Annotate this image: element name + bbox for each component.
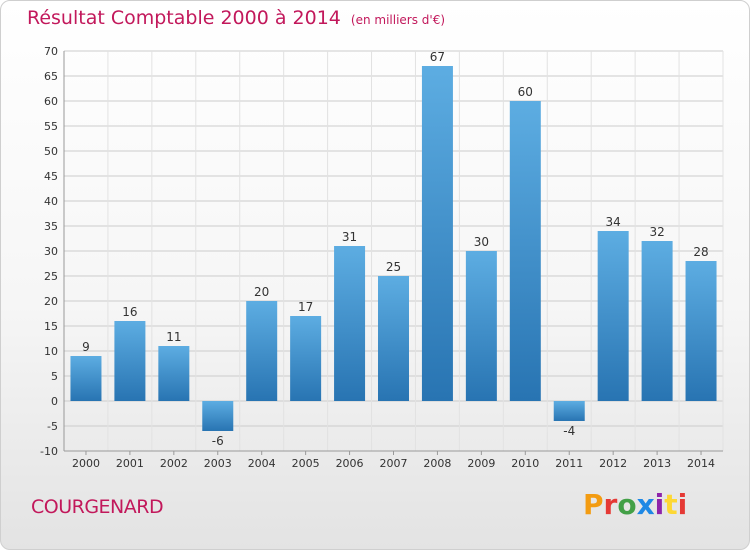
data-labels: 9 16 11 -6 20 17 31 25 67 30 60 -4 34 32 28 bbox=[82, 50, 709, 448]
y-tick-label: 55 bbox=[44, 120, 58, 133]
y-tick-label: 65 bbox=[44, 70, 58, 83]
x-tick-label: 2008 bbox=[423, 457, 451, 470]
x-tick-label: 2014 bbox=[687, 457, 715, 470]
data-label: 16 bbox=[122, 305, 137, 319]
data-label: 34 bbox=[606, 215, 621, 229]
y-tick-label: 40 bbox=[44, 195, 58, 208]
bar-2006 bbox=[334, 246, 366, 401]
chart-title-text: Résultat Comptable 2000 à 2014 bbox=[27, 7, 341, 29]
x-tick-label: 2000 bbox=[72, 457, 100, 470]
data-label: 20 bbox=[254, 285, 269, 299]
bar-2013 bbox=[641, 241, 673, 401]
x-tick-label: 2002 bbox=[160, 457, 188, 470]
y-tick-label: -5 bbox=[47, 420, 58, 433]
bar-2014 bbox=[685, 261, 717, 401]
chart-subtitle: (en milliers d'€) bbox=[350, 13, 446, 27]
y-tick-label: 20 bbox=[44, 295, 58, 308]
y-tick-label: 30 bbox=[44, 245, 58, 258]
axes: -10 -5 0 5 10 15 20 25 30 35 40 45 50 55 60 65 70 2000 200… bbox=[40, 45, 723, 470]
bar-2010 bbox=[509, 101, 541, 401]
data-label: 28 bbox=[693, 245, 708, 259]
bar-2011 bbox=[553, 401, 585, 421]
y-tick-label: 10 bbox=[44, 345, 58, 358]
y-tick-label: -10 bbox=[40, 445, 58, 458]
bar-2012 bbox=[597, 231, 629, 401]
data-label: 9 bbox=[82, 340, 90, 354]
x-tick-label: 2010 bbox=[511, 457, 539, 470]
x-tick-label: 2013 bbox=[643, 457, 671, 470]
y-tick-label: 45 bbox=[44, 170, 58, 183]
x-tick-label: 2011 bbox=[555, 457, 583, 470]
data-label: 60 bbox=[518, 85, 533, 99]
x-tick-label: 2001 bbox=[116, 457, 144, 470]
data-label: 11 bbox=[166, 330, 181, 344]
data-label: 25 bbox=[386, 260, 401, 274]
bar-2002 bbox=[158, 346, 190, 401]
x-tick-label: 2005 bbox=[292, 457, 320, 470]
x-tick-label: 2012 bbox=[599, 457, 627, 470]
x-tick-label: 2009 bbox=[467, 457, 495, 470]
y-tick-label: 60 bbox=[44, 95, 58, 108]
logo-letter: o bbox=[617, 488, 637, 521]
y-tick-label: 5 bbox=[51, 370, 58, 383]
bar-2007 bbox=[378, 276, 409, 401]
chart-title: Résultat Comptable 2000 à 2014 (en millie… bbox=[27, 7, 445, 29]
y-tick-label: 15 bbox=[44, 320, 58, 333]
logo-letter: x bbox=[636, 488, 655, 521]
y-tick-label: 25 bbox=[44, 270, 58, 283]
data-label: -4 bbox=[563, 424, 575, 438]
data-label: -6 bbox=[212, 434, 224, 448]
proxiti-logo: Proxiti bbox=[583, 488, 687, 521]
data-label: 17 bbox=[298, 300, 313, 314]
x-tick-label: 2004 bbox=[248, 457, 276, 470]
bar-2004 bbox=[246, 301, 278, 401]
bars bbox=[70, 66, 717, 431]
logo-letter: r bbox=[603, 488, 618, 521]
x-tick-label: 2007 bbox=[380, 457, 408, 470]
bar-2003 bbox=[202, 401, 234, 431]
y-tick-label: 0 bbox=[51, 395, 58, 408]
y-tick-label: 50 bbox=[44, 145, 58, 158]
logo-letter: P bbox=[583, 488, 604, 521]
bar-2001 bbox=[114, 321, 146, 401]
y-tick-label: 70 bbox=[44, 45, 58, 58]
data-label: 31 bbox=[342, 230, 357, 244]
data-label: 32 bbox=[649, 225, 664, 239]
commune-name: COURGENARD bbox=[31, 496, 164, 518]
data-label: 30 bbox=[474, 235, 489, 249]
logo-letter: i bbox=[654, 488, 665, 521]
logo-letter: i bbox=[677, 488, 688, 521]
x-tick-label: 2003 bbox=[204, 457, 232, 470]
y-tick-label: 35 bbox=[44, 220, 58, 233]
data-label: 67 bbox=[430, 50, 445, 64]
x-tick-label: 2006 bbox=[336, 457, 364, 470]
bar-2005 bbox=[290, 316, 322, 401]
bar-2000 bbox=[70, 356, 102, 401]
logo-letter: t bbox=[664, 488, 678, 521]
bar-2008 bbox=[421, 66, 453, 401]
bar-2009 bbox=[465, 251, 497, 401]
